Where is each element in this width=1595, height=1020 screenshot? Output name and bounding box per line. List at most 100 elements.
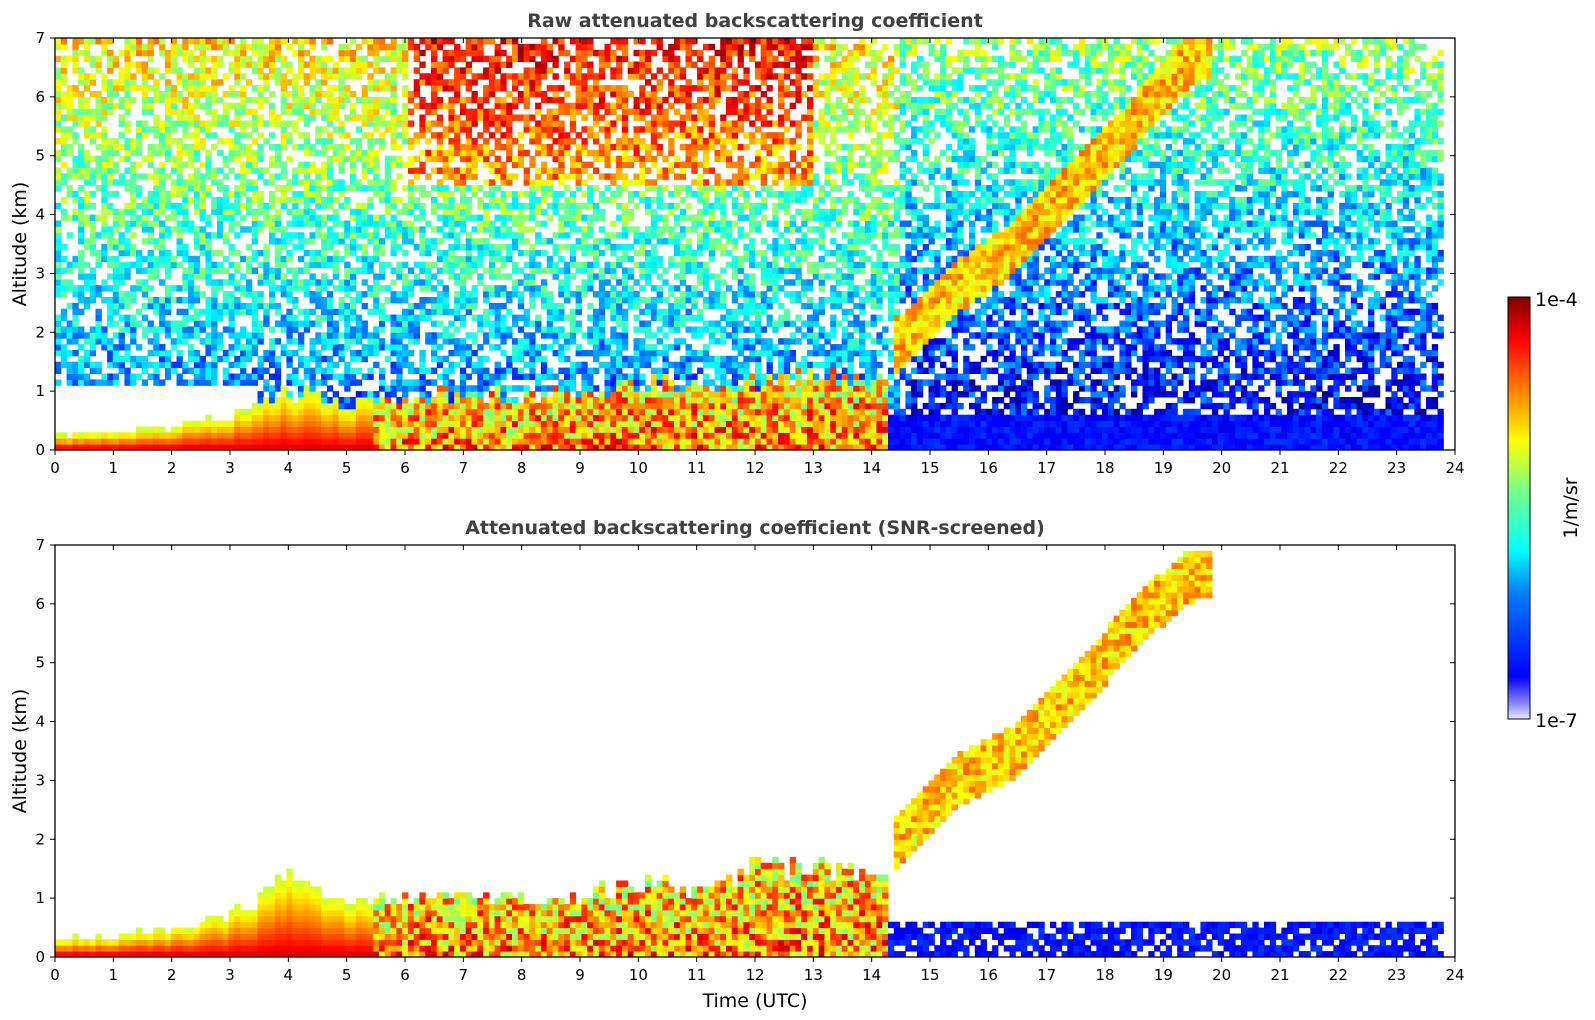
heatmap-cell (616, 214, 623, 221)
heatmap-cell (89, 191, 96, 198)
heatmap-cell (269, 326, 276, 333)
heatmap-cell (153, 367, 160, 374)
heatmap-cell (298, 408, 305, 416)
heatmap-cell (402, 320, 409, 327)
heatmap-cell (616, 138, 623, 145)
heatmap-cell (581, 138, 588, 145)
heatmap-cell (182, 273, 189, 280)
heatmap-cell (274, 302, 282, 310)
heatmap-cell (390, 332, 397, 339)
heatmap-cell (650, 38, 658, 45)
heatmap-cell (164, 361, 172, 369)
heatmap-cell (639, 420, 646, 427)
heatmap-cell (89, 79, 96, 86)
heatmap-cell (390, 226, 397, 233)
heatmap-cell (402, 326, 409, 333)
heatmap-cell (540, 191, 548, 198)
heatmap-cell (442, 220, 449, 227)
heatmap-cell (627, 397, 634, 404)
heatmap-cell (645, 391, 652, 398)
heatmap-cell (182, 214, 189, 221)
heatmap-cell (373, 302, 380, 310)
heatmap-cell (390, 432, 397, 439)
heatmap-cell (448, 155, 455, 163)
heatmap-cell (205, 185, 212, 192)
heatmap-cell (309, 114, 316, 121)
heatmap-cell (147, 161, 154, 168)
heatmap-cell (569, 226, 577, 233)
heatmap-cell (269, 55, 276, 63)
heatmap-cell (245, 349, 253, 357)
heatmap-cell (205, 85, 212, 92)
heatmap-cell (298, 338, 305, 345)
heatmap-cell (569, 308, 577, 316)
heatmap-cell (373, 120, 380, 127)
heatmap-cell (315, 191, 322, 198)
heatmap-cell (610, 314, 617, 321)
heatmap-cell (587, 85, 594, 92)
heatmap-cell (164, 226, 172, 233)
heatmap-cell (332, 208, 339, 216)
heatmap-cell (101, 155, 108, 163)
heatmap-cell (662, 267, 669, 274)
heatmap-cell (326, 426, 334, 433)
heatmap-cell (604, 397, 611, 404)
heatmap-cell (124, 85, 131, 92)
heatmap-cell (639, 338, 646, 345)
heatmap-cell (425, 338, 432, 345)
heatmap-cell (130, 96, 137, 104)
heatmap-cell (315, 402, 322, 410)
heatmap-cell (234, 61, 241, 68)
heatmap-cell (147, 238, 154, 245)
heatmap-cell (78, 214, 85, 221)
heatmap-cell (205, 132, 212, 139)
heatmap-cell (540, 344, 548, 351)
heatmap-cell (540, 426, 548, 433)
heatmap-cell (402, 408, 409, 416)
heatmap-cell (506, 138, 513, 145)
heatmap-cell (587, 438, 594, 445)
heatmap-cell (396, 349, 403, 357)
heatmap-cell (251, 326, 258, 333)
heatmap-cell (575, 226, 582, 233)
heatmap-cell (350, 379, 357, 386)
heatmap-cell (269, 408, 276, 416)
heatmap-cell (101, 214, 108, 221)
heatmap-cell (506, 367, 513, 374)
heatmap-cell (164, 85, 172, 92)
heatmap-cell (222, 43, 230, 51)
heatmap-cell (199, 273, 206, 280)
heatmap-raw (55, 38, 1444, 450)
heatmap-cell (251, 208, 258, 216)
heatmap-cell (274, 379, 282, 386)
heatmap-cell (587, 273, 594, 280)
heatmap-cell (367, 291, 374, 298)
heatmap-cell (112, 297, 120, 304)
heatmap-cell (546, 191, 553, 198)
heatmap-cell (540, 149, 548, 157)
heatmap-cell (604, 138, 611, 145)
heatmap-cell (506, 226, 513, 233)
heatmap-cell (205, 55, 212, 63)
heatmap-cell (303, 196, 310, 204)
heatmap-cell (303, 149, 310, 157)
heatmap-cell (78, 255, 85, 263)
heatmap-cell (60, 444, 68, 450)
heatmap-cell (136, 308, 143, 316)
heatmap-cell (55, 226, 62, 233)
heatmap-cell (517, 302, 525, 310)
heatmap-cell (83, 238, 91, 245)
heatmap-cell (344, 361, 351, 369)
heatmap-cell (66, 132, 73, 139)
heatmap-cell (315, 214, 322, 221)
heatmap-cell (130, 320, 137, 327)
heatmap-cell (616, 91, 623, 98)
heatmap-cell (448, 438, 455, 445)
heatmap-cell (240, 149, 247, 157)
heatmap-cell (546, 302, 553, 310)
heatmap-cell (199, 55, 206, 63)
heatmap-cell (604, 367, 611, 374)
heatmap-cell (477, 397, 484, 404)
heatmap-cell (245, 202, 253, 210)
heatmap-cell (205, 438, 212, 445)
